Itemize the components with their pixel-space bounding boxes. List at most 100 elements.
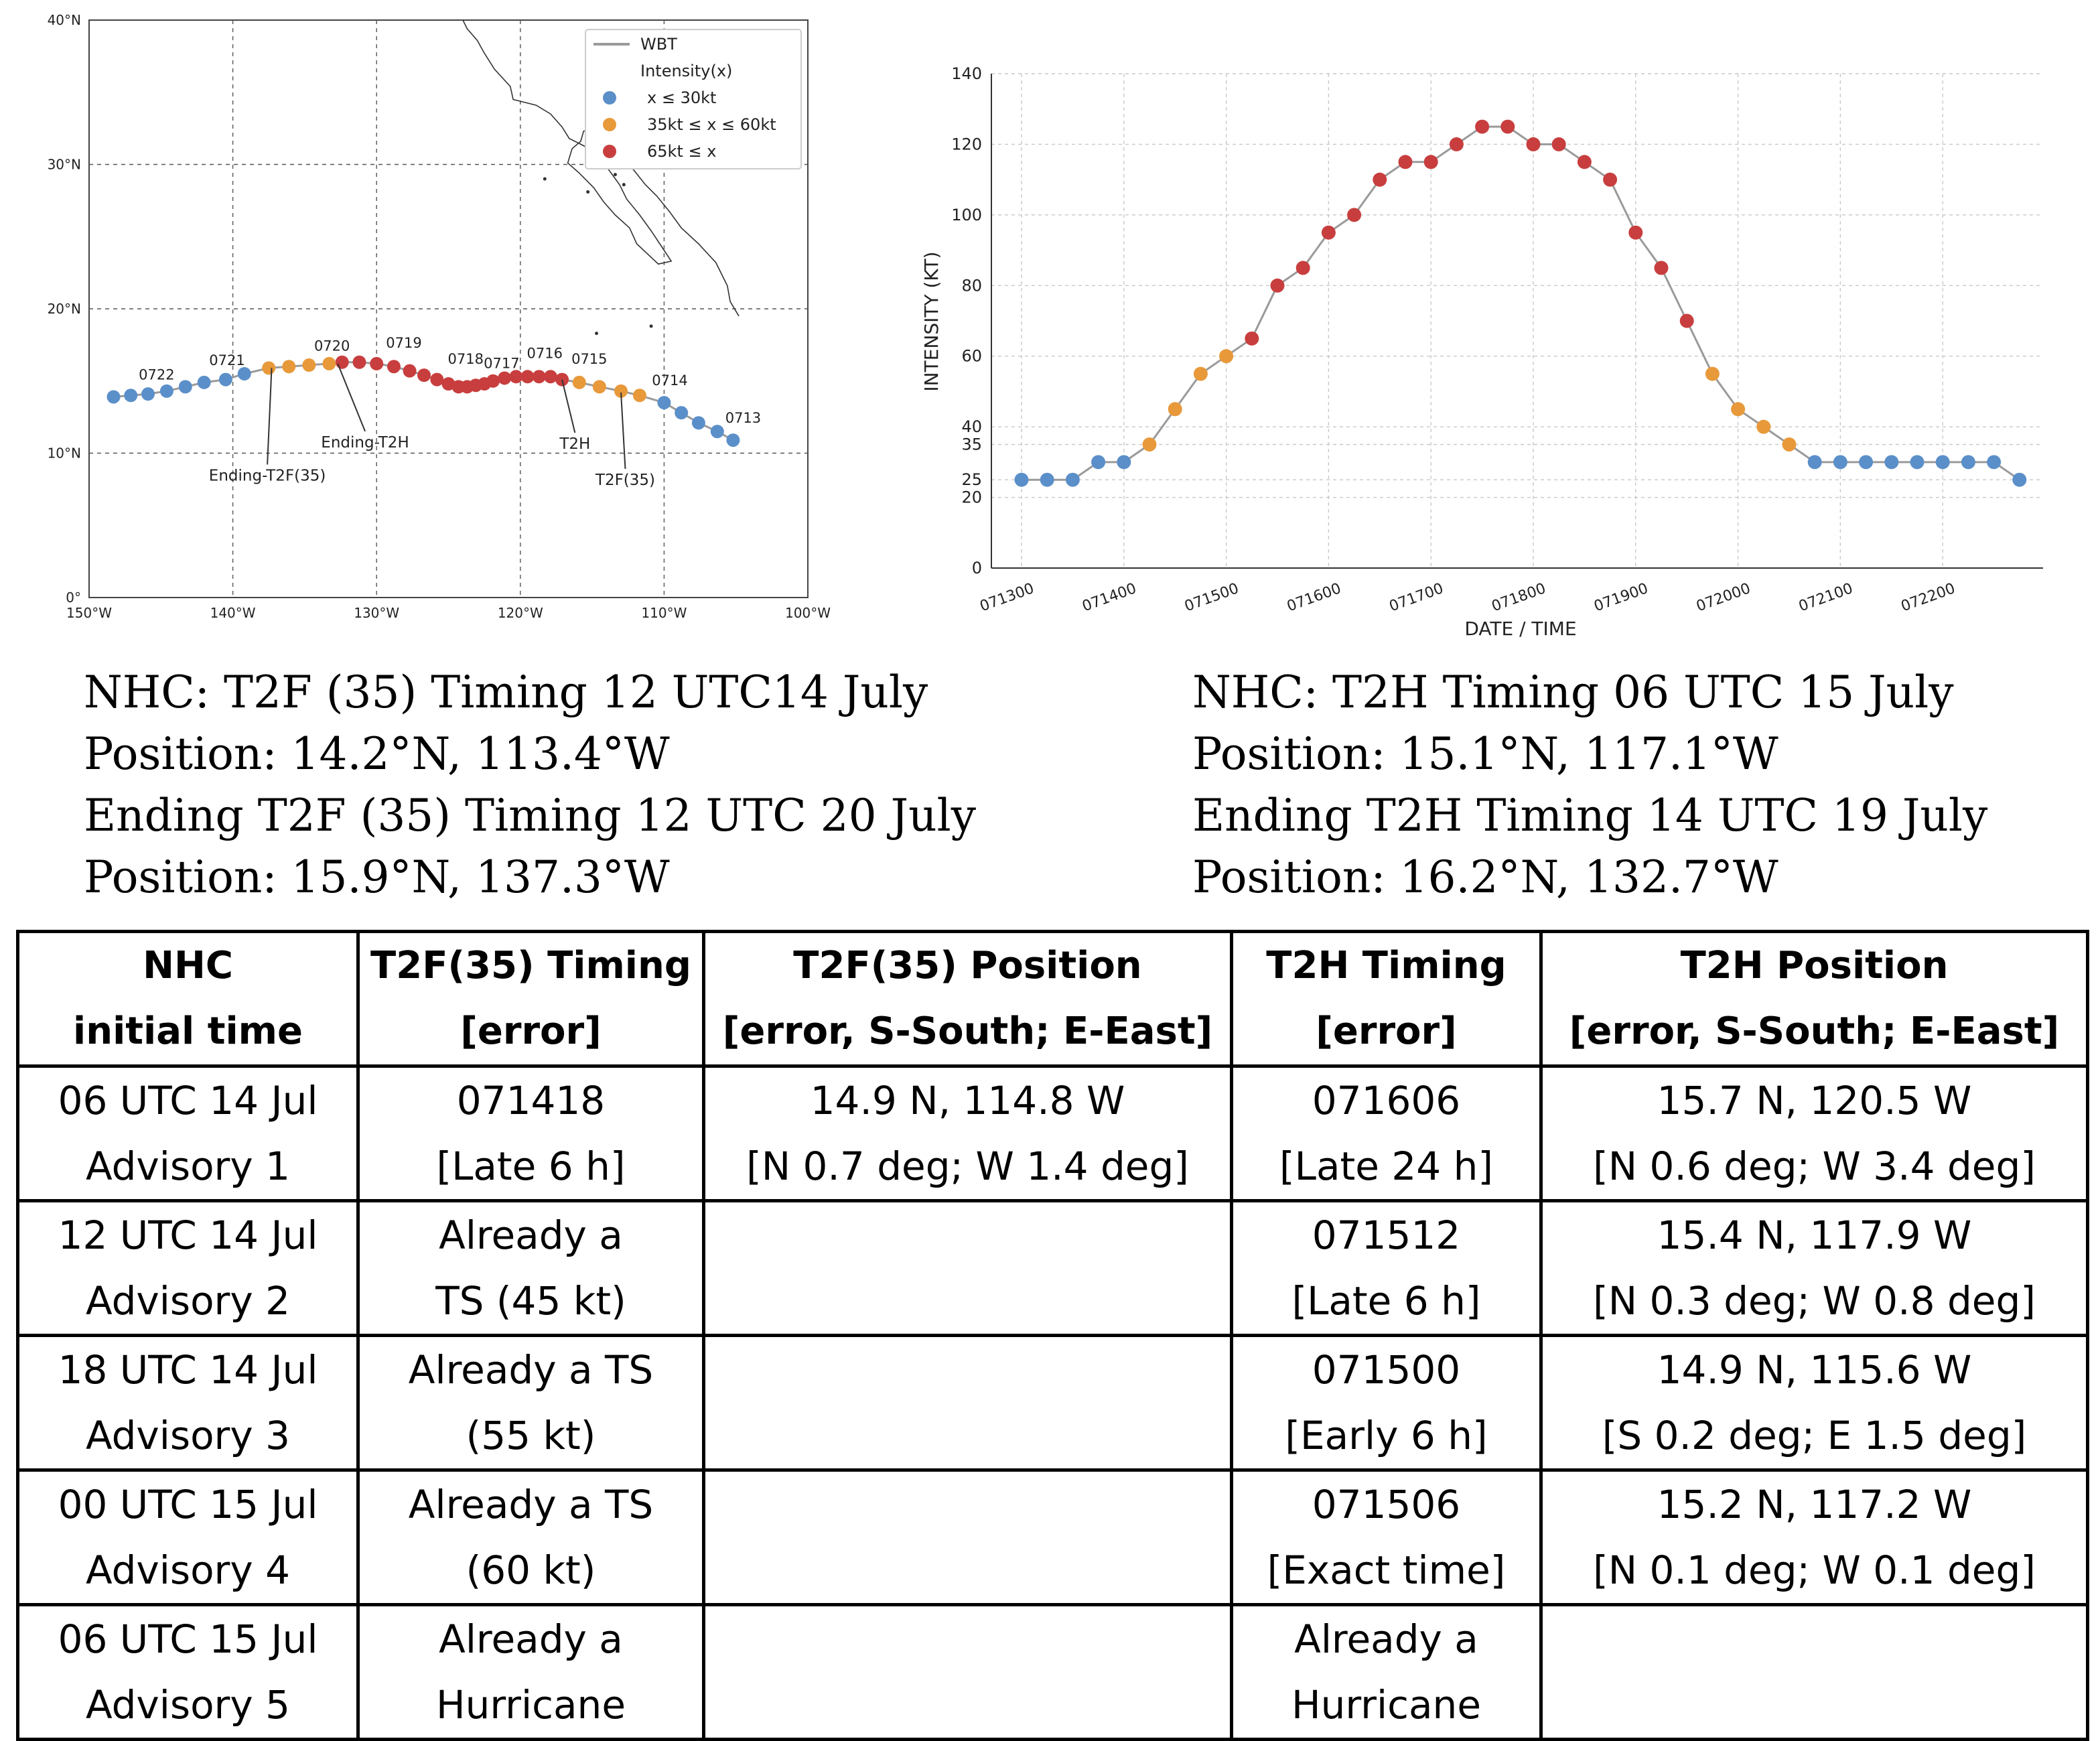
table-cell: 06 UTC 15 Jul Advisory 5 xyxy=(16,1603,360,1741)
x-tick-label: 072100 xyxy=(1797,580,1855,615)
track-point xyxy=(572,375,586,389)
y-axis-label: INTENSITY (KT) xyxy=(920,251,942,391)
date-label: 0715 xyxy=(571,351,607,367)
table-cell: Already a Hurricane xyxy=(1230,1603,1543,1741)
table-cell: 12 UTC 14 Jul Advisory 2 xyxy=(16,1199,360,1337)
track-point xyxy=(282,360,296,374)
table-cell: 15.7 N, 120.5 W [N 0.6 deg; W 3.4 deg] xyxy=(1539,1064,2089,1202)
island xyxy=(622,183,626,187)
intensity-point xyxy=(1935,455,1950,470)
intensity-point xyxy=(1859,455,1874,470)
track-point xyxy=(632,389,646,403)
summary-t2h: NHC: T2H Timing 06 UTC 15 July Position:… xyxy=(1192,662,1987,908)
table-cell: 071506 [Exact time] xyxy=(1230,1468,1543,1606)
island xyxy=(649,324,653,328)
legend-title: Intensity(x) xyxy=(640,62,732,80)
intensity-point xyxy=(1782,437,1797,451)
x-tick-label: 072200 xyxy=(1899,580,1957,615)
lat-tick-label: 0° xyxy=(66,589,81,606)
x-tick-label: 071900 xyxy=(1592,580,1650,615)
y-tick-label: 40 xyxy=(961,417,982,436)
annotation-pointer xyxy=(620,392,626,469)
table-cell xyxy=(1539,1603,2089,1741)
lon-tick-label: 120°W xyxy=(498,605,543,621)
y-tick-label: 25 xyxy=(961,470,982,489)
table-cell: 071418 [Late 6 h] xyxy=(356,1064,705,1202)
x-tick-label: 071400 xyxy=(1080,580,1138,615)
intensity-point xyxy=(1347,208,1362,222)
lat-tick-label: 30°N xyxy=(48,157,81,173)
table-cell: Already a TS (55 kt) xyxy=(356,1334,705,1472)
header-t2h-position: T2H Position [error, S-South; E-East] xyxy=(1539,930,2089,1068)
date-label: 0717 xyxy=(484,355,519,371)
intensity-point xyxy=(1500,119,1515,134)
track-point xyxy=(710,425,724,439)
summary-line: NHC: T2F (35) Timing 12 UTC14 July xyxy=(84,667,928,718)
table-cell xyxy=(702,1468,1233,1606)
lat-tick-label: 10°N xyxy=(48,445,81,462)
island xyxy=(595,332,599,336)
track-point xyxy=(159,384,173,398)
table-cell: 14.9 N, 115.6 W [S 0.2 deg; E 1.5 deg] xyxy=(1539,1334,2089,1472)
track-point xyxy=(543,370,557,384)
track-point xyxy=(370,356,384,370)
intensity-point xyxy=(1628,225,1643,240)
annotation-pointer xyxy=(561,379,576,433)
table-cell xyxy=(702,1199,1233,1337)
intensity-point xyxy=(1910,455,1924,470)
intensity-point xyxy=(1270,278,1285,293)
intensity-point xyxy=(1654,261,1669,275)
track-point xyxy=(387,360,401,374)
map-tick-labels: 150°W 140°W 130°W 120°W 110°W 100°W 0° 10°N 20°N… xyxy=(48,12,831,621)
table-cell xyxy=(702,1603,1233,1741)
table-row: 06 UTC 15 Jul Advisory 5 Already a Hurrica… xyxy=(16,1603,2089,1741)
track-point xyxy=(352,355,366,369)
island xyxy=(586,190,590,194)
annotation-label: T2H xyxy=(559,435,590,453)
y-tick-label: 140 xyxy=(951,64,982,83)
table-cell: 071500 [Early 6 h] xyxy=(1230,1334,1543,1472)
header-t2f-timing: T2F(35) Timing [error] xyxy=(356,930,705,1068)
track-point xyxy=(218,372,232,387)
date-label: 0719 xyxy=(386,335,421,351)
header-nhc-time: NHC initial time xyxy=(16,930,360,1068)
intensity-point xyxy=(1321,225,1336,240)
intensity-point xyxy=(1398,155,1413,169)
track-point xyxy=(691,416,705,430)
table-cell: 15.2 N, 117.2 W [N 0.1 deg; W 0.1 deg] xyxy=(1539,1468,2089,1606)
track-point xyxy=(498,371,512,385)
track-point xyxy=(614,384,628,398)
legend-entry-moderate: 35kt ≤ x ≤ 60kt xyxy=(647,115,776,134)
intensity-point xyxy=(1679,314,1694,328)
intensity-point xyxy=(2012,472,2027,487)
intensity-point xyxy=(1526,137,1541,151)
track-point xyxy=(532,370,546,384)
annotation-pointer xyxy=(337,363,366,432)
intensity-point xyxy=(1040,472,1054,487)
track-point xyxy=(441,377,456,391)
intensity-point xyxy=(1577,155,1592,169)
intensity-point xyxy=(1065,472,1080,487)
lon-tick-label: 140°W xyxy=(210,605,256,621)
y-tick-label: 80 xyxy=(961,276,982,295)
summary-line: Position: 16.2°N, 132.7°W xyxy=(1192,851,1778,903)
intensity-point xyxy=(1987,455,2002,470)
date-label: 0718 xyxy=(448,351,484,367)
intensity-point xyxy=(1449,137,1464,151)
x-tick-label: 071800 xyxy=(1490,580,1548,615)
x-tick-label: 071300 xyxy=(978,580,1036,615)
track-point xyxy=(509,370,523,384)
table-header-row: NHC initial time T2F(35) Timing [error] T2… xyxy=(16,930,2089,1068)
y-tick-label: 20 xyxy=(961,488,982,507)
summary-line: Position: 15.9°N, 137.3°W xyxy=(84,851,670,903)
y-tick-label: 60 xyxy=(961,347,982,366)
intensity-point xyxy=(1168,402,1182,417)
intensity-point xyxy=(1193,366,1208,381)
coastline xyxy=(462,19,740,317)
track-point xyxy=(417,368,431,382)
track-point xyxy=(657,396,671,410)
table-cell: 18 UTC 14 Jul Advisory 3 xyxy=(16,1334,360,1472)
intensity-point xyxy=(1705,366,1720,381)
